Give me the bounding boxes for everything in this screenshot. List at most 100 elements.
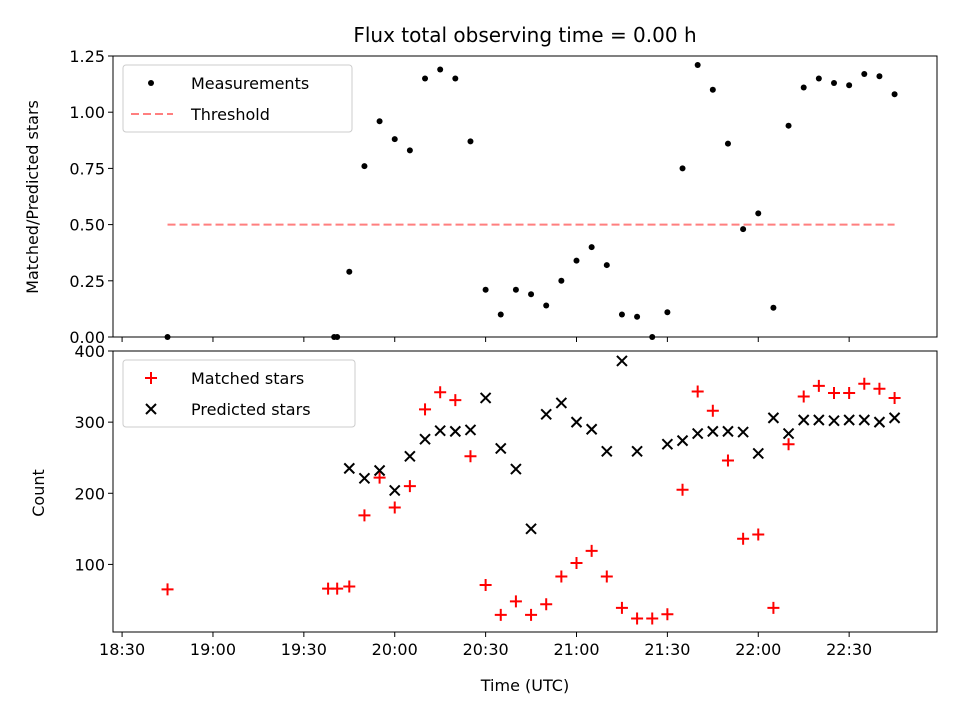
top-x-axis xyxy=(121,337,850,342)
top-y-axis-label: Matched/Predicted stars xyxy=(23,100,42,294)
predicted-stars-point xyxy=(707,425,719,438)
matched-stars-point xyxy=(494,608,507,621)
x-axis-label: Time (UTC) xyxy=(480,676,569,695)
measurements-point xyxy=(694,61,701,68)
measurements-point xyxy=(724,140,731,147)
predicted-stars-point xyxy=(404,450,416,462)
bottom-x-axis: 18:30 19:00 19:30 20:00 20:30 21:00 21:30 22:00… xyxy=(99,632,872,659)
legend-label-matched-stars: Matched stars xyxy=(191,369,304,388)
legend-key-matched-stars xyxy=(145,372,157,384)
predicted-stars-point xyxy=(737,426,749,438)
matched-stars-point xyxy=(873,382,886,395)
measurements-point xyxy=(815,75,822,82)
y-tick-label: 100 xyxy=(74,555,105,574)
top-legend: Measurements Threshold xyxy=(122,64,353,133)
y-tick-label: 300 xyxy=(74,413,105,432)
matched-stars-point xyxy=(373,471,386,484)
matched-stars-point xyxy=(843,386,856,399)
predicted-stars-point xyxy=(676,434,689,447)
matched-stars-point xyxy=(161,583,174,596)
matched-stars-point xyxy=(570,556,583,569)
predicted-stars-point xyxy=(540,408,552,421)
measurements-point xyxy=(709,86,716,93)
measurements-point xyxy=(437,66,444,73)
y-tick-label: 1.25 xyxy=(69,47,105,66)
x-tick-label: 20:30 xyxy=(463,640,509,659)
predicted-stars-point xyxy=(434,424,446,437)
matched-stars-point xyxy=(782,438,795,451)
measurements-point xyxy=(422,75,429,82)
measurements-point xyxy=(452,75,459,82)
measurements-point xyxy=(831,79,837,86)
matched-stars-point xyxy=(797,390,810,403)
predicted-stars-point xyxy=(358,472,371,485)
predicted-stars-point xyxy=(661,438,674,450)
x-tick-label: 22:00 xyxy=(735,640,781,659)
bottom-y-axis-label: Count xyxy=(29,469,48,517)
predicted-stars-point xyxy=(767,412,780,424)
matched-stars-point xyxy=(600,570,613,583)
measurements-point xyxy=(334,334,341,340)
y-tick-label: 0.50 xyxy=(69,216,105,235)
y-tick-label: 0.00 xyxy=(69,328,105,347)
measurements-point xyxy=(603,262,610,269)
x-tick-label: 19:00 xyxy=(190,640,236,659)
x-tick-label: 18:30 xyxy=(99,640,145,659)
predicted-stars-point xyxy=(858,414,871,426)
matched-stars-point xyxy=(615,601,628,614)
predicted-stars-point xyxy=(752,447,764,460)
top-marks xyxy=(164,61,898,340)
legend-box xyxy=(122,64,353,133)
legend-key-predicted-stars xyxy=(145,403,157,415)
measurements-point xyxy=(649,334,656,340)
measurements-point xyxy=(528,291,535,298)
measurements-point xyxy=(558,277,565,284)
predicted-stars-point xyxy=(828,415,840,427)
measurements-point xyxy=(406,147,413,154)
measurements-point xyxy=(467,138,474,145)
measurements-point xyxy=(376,118,383,125)
x-tick-label: 20:00 xyxy=(372,640,418,659)
legend-label-threshold: Threshold xyxy=(190,105,270,124)
measurements-point xyxy=(588,244,595,251)
measurements-point xyxy=(800,84,807,91)
measurements-point xyxy=(664,309,671,316)
predicted-stars-point xyxy=(510,463,522,475)
measurements-point xyxy=(876,73,883,80)
measurements-point xyxy=(543,302,550,309)
x-tick-label: 19:30 xyxy=(281,640,327,659)
top-plot-area xyxy=(112,55,938,338)
matched-stars-point xyxy=(676,483,689,496)
predicted-stars-point xyxy=(616,355,628,367)
measurements-point xyxy=(740,226,747,233)
matched-stars-point xyxy=(661,608,674,621)
matched-stars-point xyxy=(479,579,492,592)
measurements-point xyxy=(391,136,398,143)
predicted-stars-point xyxy=(813,414,825,426)
bottom-legend: Matched stars Predicted stars xyxy=(122,359,356,428)
matched-stars-point xyxy=(828,386,840,399)
matched-stars-point xyxy=(343,580,356,593)
matched-stars-point xyxy=(721,454,734,467)
bottom-marks xyxy=(161,355,901,625)
predicted-stars-point xyxy=(419,433,431,445)
predicted-stars-point xyxy=(888,412,901,424)
bottom-plot-area xyxy=(112,350,938,633)
predicted-stars-point xyxy=(631,445,643,458)
measurements-point xyxy=(482,286,489,293)
matched-stars-point xyxy=(737,532,750,545)
predicted-stars-point xyxy=(691,427,704,440)
matched-stars-point xyxy=(540,598,553,611)
matched-stars-point xyxy=(691,385,704,398)
measurements-point xyxy=(346,268,353,275)
matched-stars-point xyxy=(812,379,825,392)
legend-label-predicted-stars: Predicted stars xyxy=(191,400,311,419)
matched-stars-point xyxy=(403,480,416,493)
matched-stars-point xyxy=(646,612,659,625)
x-tick-label: 21:00 xyxy=(553,640,599,659)
bottom-panel-count: 100 200 300 400 18:30 19:00 19:30 20:00 20:30 21… xyxy=(29,342,938,695)
measurements-point xyxy=(785,122,792,129)
predicted-stars-point xyxy=(479,392,492,404)
predicted-stars-point xyxy=(797,414,810,426)
measurements-point xyxy=(891,91,898,98)
